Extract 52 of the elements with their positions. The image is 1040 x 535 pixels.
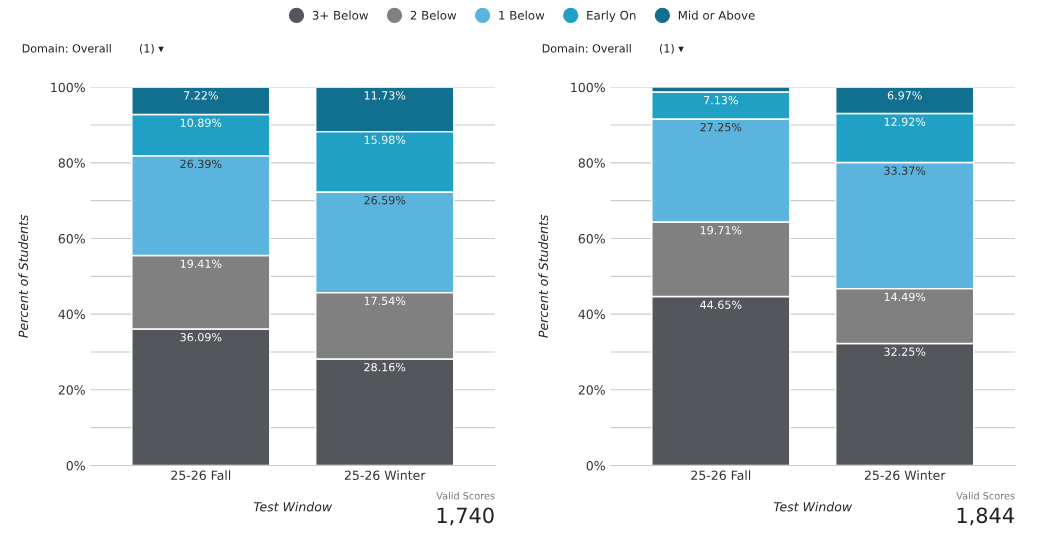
data-label: 19.71% (700, 225, 742, 235)
x-axis-title: Test Window (773, 501, 853, 512)
y-axis-title: Percent of Students (18, 214, 29, 338)
y-tick-label: 40% (58, 309, 85, 320)
data-label: 6.97% (887, 91, 922, 100)
legend-label: 3+ Below (312, 10, 369, 20)
text: 1,740 (437, 507, 494, 526)
data-label: 27.25% (700, 122, 742, 132)
x-axis-title: Test Window (253, 501, 333, 512)
x-tick-label: 25-26 Winter (864, 470, 946, 480)
data-label: 14.49% (884, 292, 926, 302)
data-label: 26.39% (180, 159, 222, 169)
legend-label: 2 Below (410, 10, 457, 20)
data-label: 26.59% (364, 196, 406, 205)
y-tick-label: 0% (66, 460, 85, 471)
x-tick-label: 25-26 Winter (344, 470, 426, 480)
y-tick-label: 20% (58, 385, 85, 395)
y-tick-label: 60% (58, 233, 85, 244)
data-label: 44.65% (700, 300, 742, 309)
y-tick-label: 80% (578, 158, 605, 168)
data-label: 32.25% (884, 347, 926, 356)
y-tick-label: 0% (586, 460, 605, 471)
y-tick-label: 80% (58, 158, 85, 168)
data-label: 7.13% (704, 95, 738, 105)
data-label: 12.92% (884, 117, 926, 126)
y-axis-title: Percent of Students (538, 214, 549, 338)
text: Valid Scores (436, 491, 495, 500)
x-tick-label: 25-26 Fall (691, 470, 751, 480)
y-tick-label: 100% (571, 82, 605, 93)
legend-label: Early On (587, 10, 636, 23)
data-label: 10.89% (180, 118, 222, 127)
text: (1) ▾ (139, 44, 164, 54)
data-label: 15.98% (364, 135, 406, 144)
y-tick-label: 40% (578, 309, 605, 320)
data-label: 36.09% (180, 332, 222, 342)
text: Domain: Overall (542, 44, 631, 53)
y-tick-label: 60% (578, 233, 605, 244)
data-label: 7.22% (184, 91, 218, 100)
y-tick-label: 20% (578, 385, 605, 395)
legend-label: Mid or Above (678, 10, 755, 20)
data-label: 17.54% (364, 296, 406, 305)
data-label: 33.37% (884, 166, 926, 175)
data-label: 28.16% (364, 362, 406, 372)
text: 1,844 (957, 507, 1014, 526)
data-label: 11.73% (364, 91, 406, 100)
y-tick-label: 100% (51, 82, 85, 93)
text: Valid Scores (956, 491, 1015, 500)
text: (1) ▾ (659, 44, 684, 54)
data-label: 19.41% (180, 259, 222, 268)
legend-label: 1 Below (499, 10, 545, 20)
text: Domain: Overall (22, 44, 111, 53)
x-tick-label: 25-26 Fall (171, 470, 231, 480)
